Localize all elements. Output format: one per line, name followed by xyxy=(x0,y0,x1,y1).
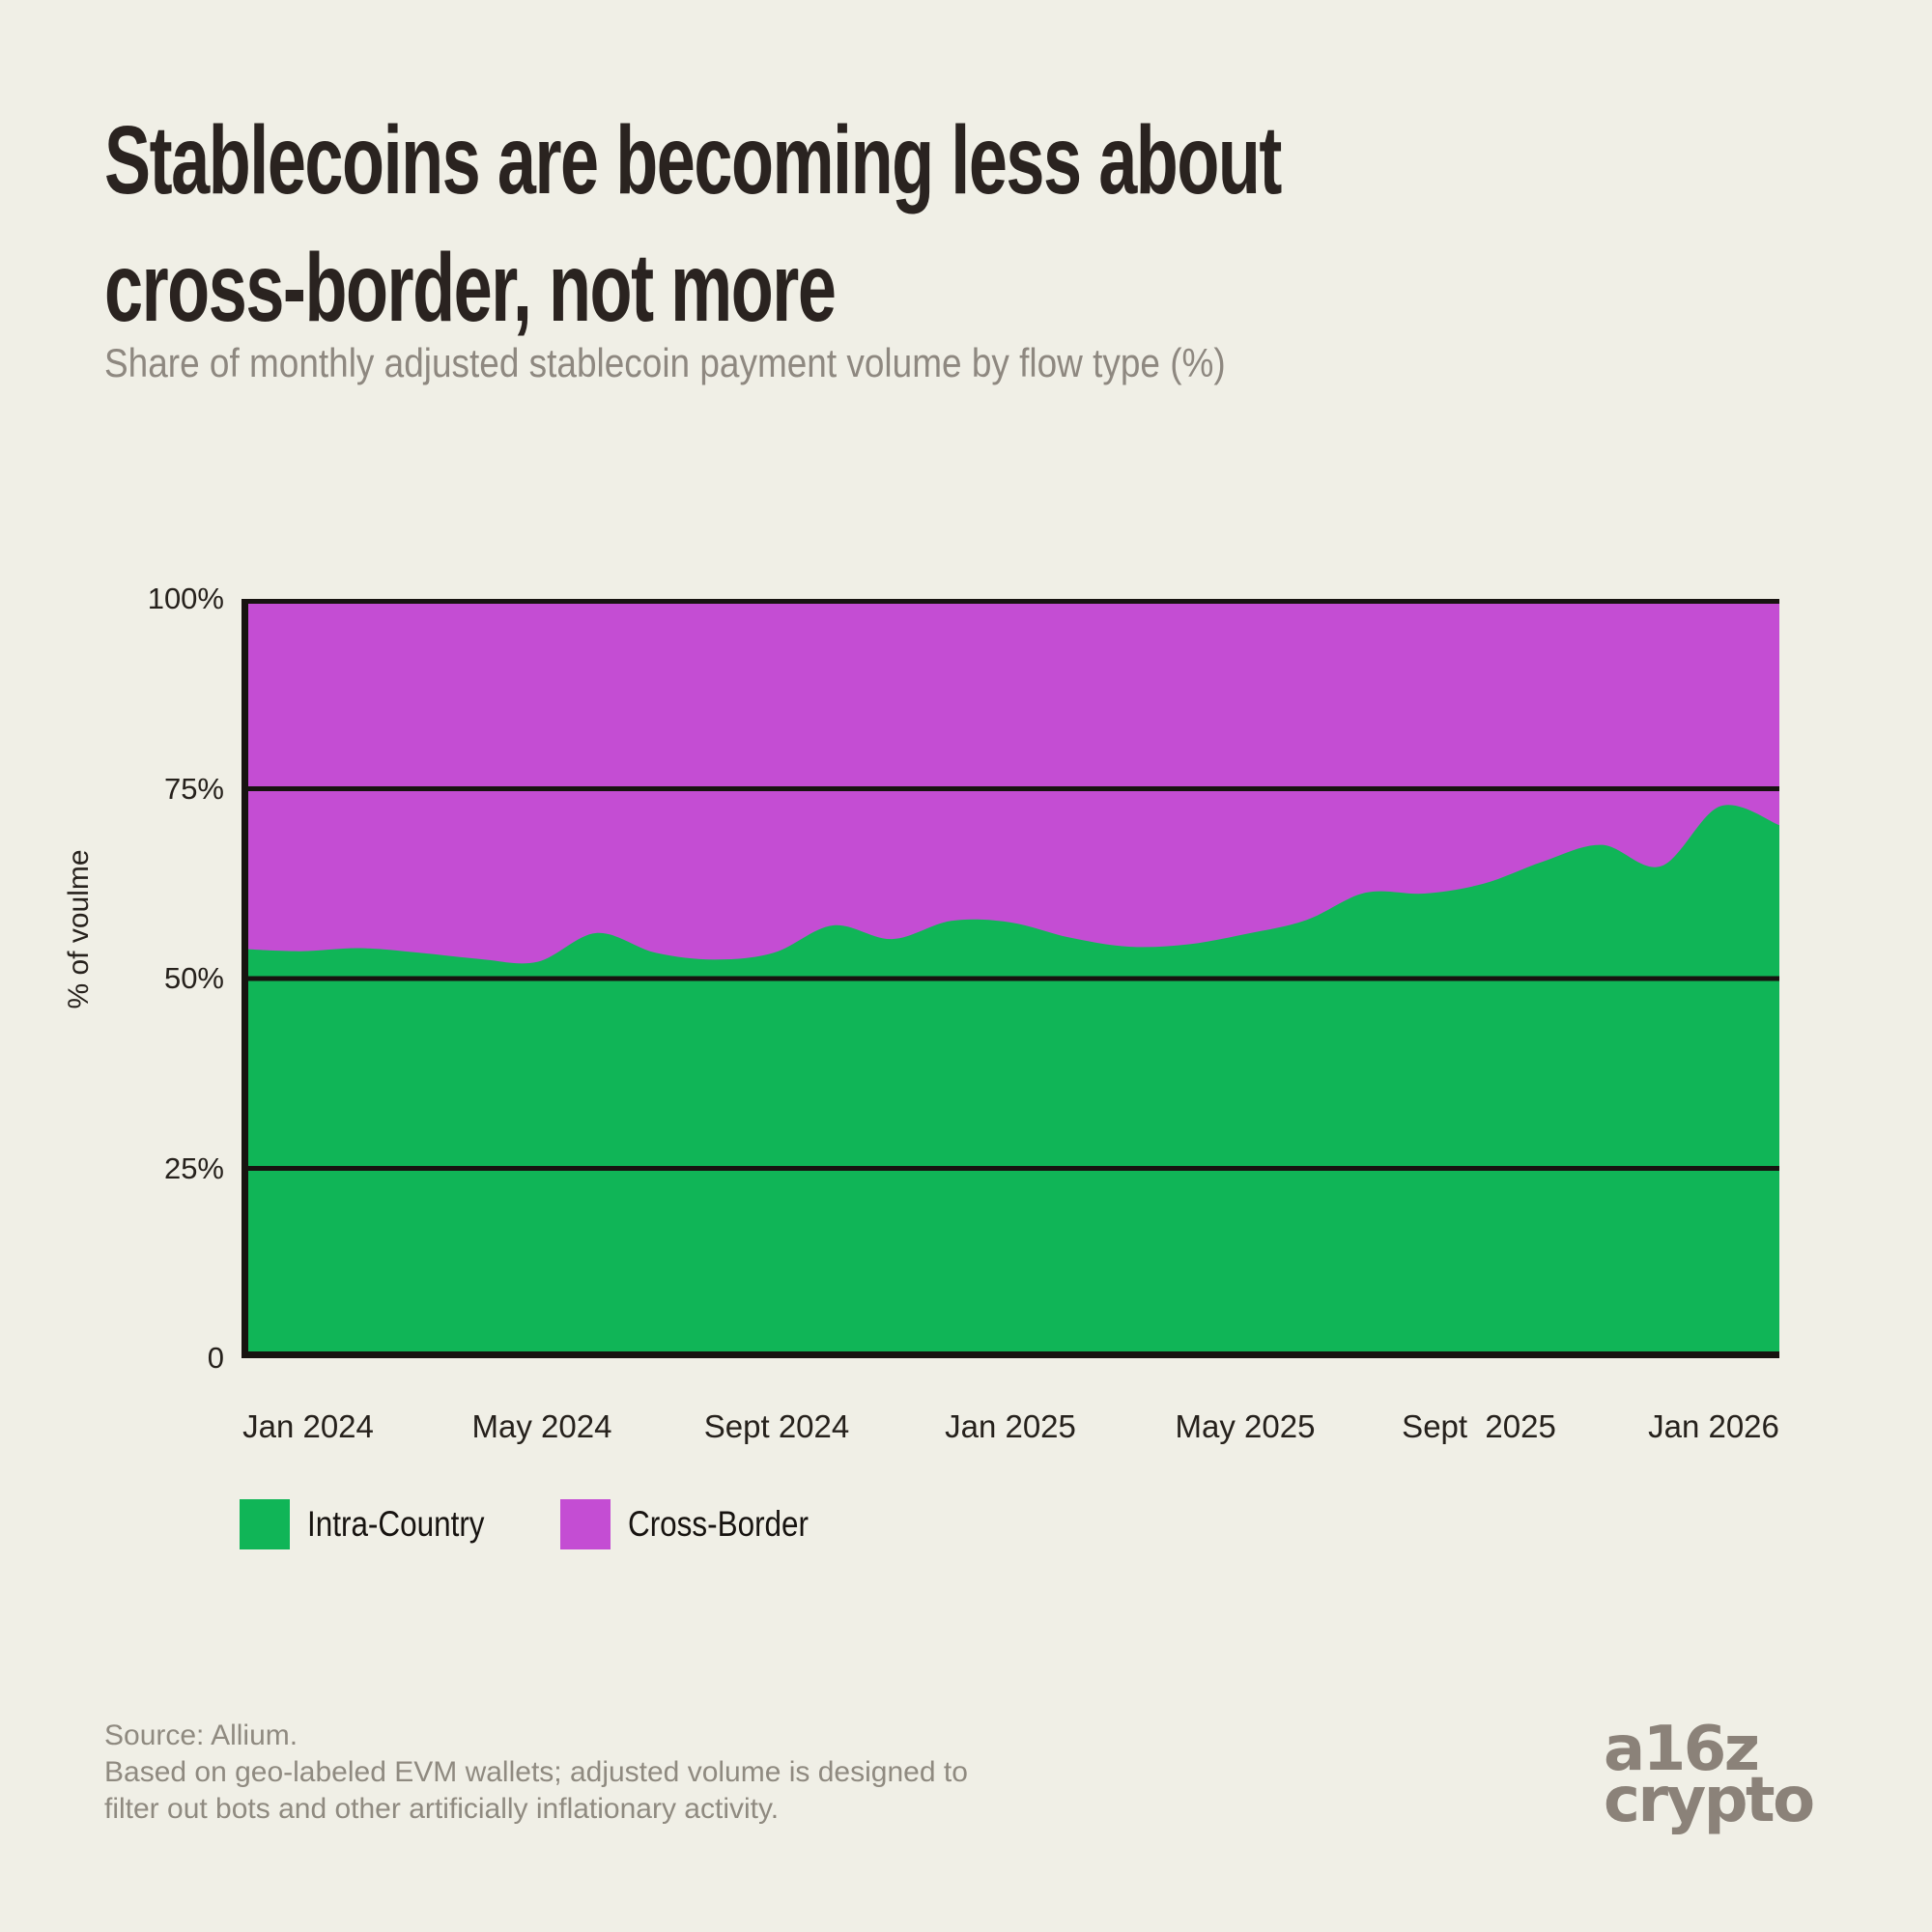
plot-area xyxy=(242,599,1779,1358)
chart-title: Stablecoins are becoming less about cros… xyxy=(104,97,1282,352)
y-tick-label-50: 50% xyxy=(163,961,224,995)
logo-line-a16z: a16z xyxy=(1604,1714,1760,1785)
stacked-area-chart xyxy=(242,599,1779,1358)
legend-swatch xyxy=(560,1499,611,1549)
x-tick-label: May 2024 xyxy=(471,1408,612,1444)
x-tick-label: May 2025 xyxy=(1175,1408,1316,1444)
y-tick-label-100: 100% xyxy=(147,582,224,615)
legend-label: Cross-Border xyxy=(628,1504,809,1544)
legend-swatch xyxy=(240,1499,290,1549)
legend-label: Intra-Country xyxy=(307,1504,485,1544)
chart-title-line2: cross-border, not more xyxy=(104,234,837,342)
source-line: Source: Allium. xyxy=(104,1719,298,1751)
x-tick-label: Sept 2025 xyxy=(1402,1408,1556,1444)
legend-item-cross-border: Cross-Border xyxy=(560,1499,840,1549)
x-tick-label: Jan 2026 xyxy=(1648,1408,1779,1444)
source-line: Based on geo-labeled EVM wallets; adjust… xyxy=(104,1756,968,1788)
y-tick-label-25: 25% xyxy=(163,1151,224,1185)
legend-item-intra-country: Intra-Country xyxy=(240,1499,516,1549)
chart-title-line1: Stablecoins are becoming less about xyxy=(104,106,1282,214)
source-line: filter out bots and other artificially i… xyxy=(104,1793,780,1825)
x-tick-label: Jan 2025 xyxy=(945,1408,1076,1444)
y-tick-label-75: 75% xyxy=(163,771,224,806)
a16z-crypto-logo: a16z crypto xyxy=(1604,1714,1815,1836)
source-note: Source: Allium. Based on geo-labeled EVM… xyxy=(104,1718,968,1828)
y-tick-label-0: 0 xyxy=(207,1341,224,1375)
area-intra-country xyxy=(242,805,1779,1358)
x-tick-label: Jan 2024 xyxy=(242,1408,374,1444)
chart-subtitle: Share of monthly adjusted stablecoin pay… xyxy=(104,340,1226,385)
x-tick-label: Sept 2024 xyxy=(703,1408,850,1444)
logo-line-crypto: crypto xyxy=(1604,1765,1815,1836)
